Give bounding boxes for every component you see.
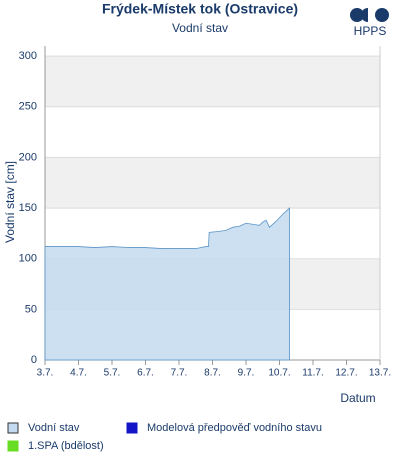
logo-half (361, 8, 368, 22)
y-tick-label: 50 (25, 303, 37, 315)
legend-label: 1.SPA (bdělost) (28, 440, 104, 452)
grid-band (45, 56, 380, 107)
y-tick-label: 150 (19, 202, 37, 214)
legend-marker (126, 422, 138, 434)
x-tick-label: 6.7. (137, 368, 154, 379)
grid-band (45, 157, 380, 209)
y-tick-label: 300 (19, 50, 37, 62)
logo-circle (375, 8, 389, 22)
x-tick-label: 3.7. (37, 368, 54, 379)
logo-text: HPPS (354, 24, 387, 38)
x-tick-label: 12.7. (335, 368, 357, 379)
x-axis-label: Datum (340, 391, 375, 405)
x-tick-label: 10.7. (268, 368, 290, 379)
y-axis-label: Vodní stav [cm] (3, 161, 17, 243)
y-tick-label: 100 (19, 253, 37, 265)
legend-marker (7, 422, 19, 434)
legend-marker (7, 440, 19, 452)
x-tick-label: 7.7. (171, 368, 188, 379)
area (44, 207, 290, 361)
x-tick-label: 8.7. (204, 368, 221, 379)
x-tick-label: 9.7. (238, 368, 255, 379)
logo: HPPS (350, 8, 389, 38)
chart-title: Frýdek-Místek tok (Ostravice) (102, 1, 298, 17)
y-tick-label: 200 (19, 151, 37, 163)
logo-circle (350, 8, 364, 22)
x-tick-label: 11.7. (302, 368, 324, 379)
legend-label: Modelová předpověď vodního stavu (147, 422, 322, 434)
y-tick-label: 0 (31, 354, 37, 366)
y-tick-label: 250 (19, 101, 37, 113)
legend-label: Vodní stav (28, 422, 80, 434)
x-tick-label: 13.7. (369, 368, 391, 379)
x-tick-label: 5.7. (104, 368, 121, 379)
chart-subtitle: Vodní stav (172, 21, 228, 35)
x-tick-label: 4.7. (70, 368, 87, 379)
